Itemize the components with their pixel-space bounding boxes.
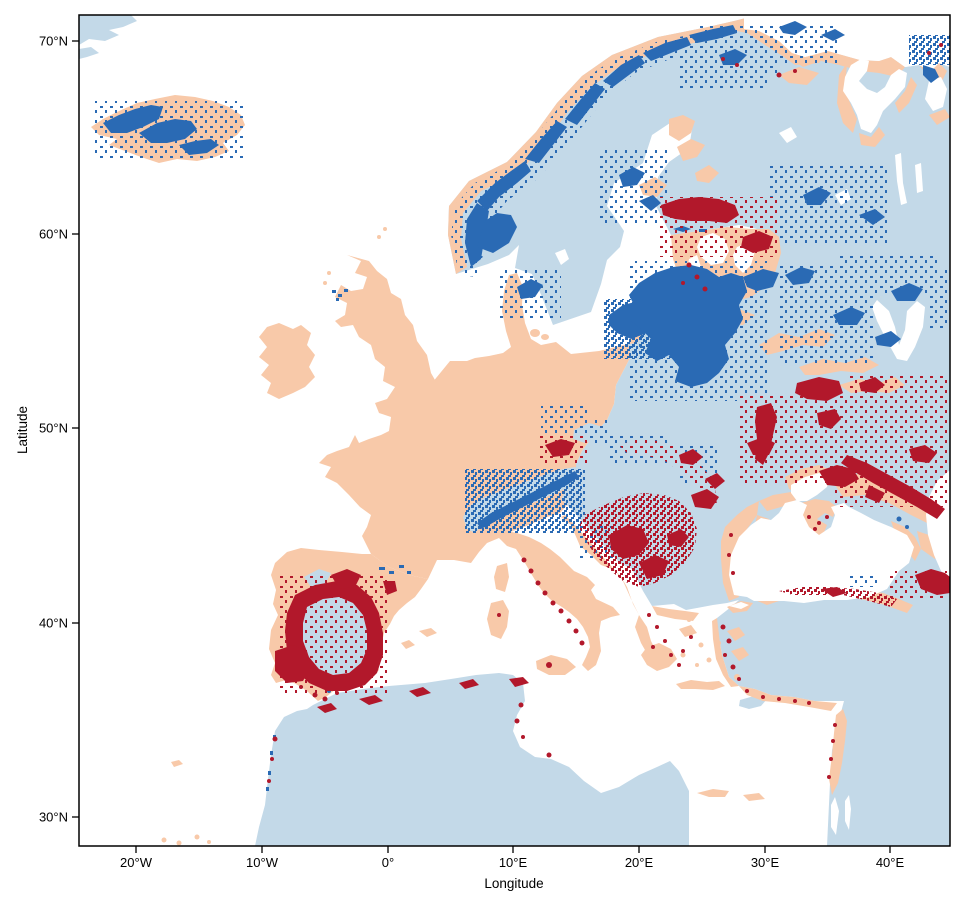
y-axis: 70°N 60°N 50°N 40°N 30°N <box>39 34 79 825</box>
tick-label: 10°E <box>499 855 528 870</box>
region-peloponnese <box>641 643 677 671</box>
region-kola-fringe <box>779 41 905 77</box>
region-sardinia <box>487 600 509 639</box>
map-panel <box>79 15 950 846</box>
region-greenland-tip <box>79 15 137 45</box>
tick-label: 30°N <box>39 810 68 825</box>
region-crete <box>676 680 725 690</box>
tick-label: 10°W <box>246 855 279 870</box>
tick-label: 20°E <box>625 855 654 870</box>
region-corsica <box>494 563 509 592</box>
region-sicily <box>536 655 576 675</box>
x-axis: 20°W 10°W 0° 10°E 20°E 30°E 40°E <box>120 846 904 870</box>
region-alps-spine <box>477 471 579 529</box>
sea-white-sea <box>843 59 907 133</box>
category-dark-red-patches <box>267 43 950 783</box>
tick-label: 20°W <box>120 855 153 870</box>
lake-vanern <box>555 249 569 265</box>
tick-label: 60°N <box>39 227 68 242</box>
region-levant-strip <box>829 709 847 795</box>
tick-label: 70°N <box>39 34 68 49</box>
region-norway-coast-fringe <box>448 18 828 274</box>
region-balearics <box>401 628 437 649</box>
plot-frame <box>78 14 951 847</box>
river-pechora <box>872 300 925 361</box>
tick-label: 50°N <box>39 421 68 436</box>
tick-label: 0° <box>382 855 394 870</box>
region-turkey-south-rim <box>739 686 837 711</box>
region-italy <box>499 531 620 671</box>
region-madeira <box>171 760 183 767</box>
region-great-britain <box>335 255 449 451</box>
region-north-africa <box>255 673 689 846</box>
tick-label: 40°E <box>876 855 905 870</box>
tick-label: 40°N <box>39 616 68 631</box>
region-turkey-west-rim <box>712 618 739 687</box>
x-axis-title: Longitude <box>484 876 543 891</box>
region-greece-north <box>652 606 699 621</box>
y-axis-title: Latitude <box>15 406 30 454</box>
tick-label: 30°E <box>751 855 780 870</box>
region-nw-russia-mass <box>629 265 747 387</box>
region-ireland <box>259 323 315 399</box>
region-greenland-fringe <box>79 47 99 59</box>
